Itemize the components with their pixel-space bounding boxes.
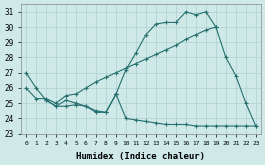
X-axis label: Humidex (Indice chaleur): Humidex (Indice chaleur) — [76, 152, 205, 161]
